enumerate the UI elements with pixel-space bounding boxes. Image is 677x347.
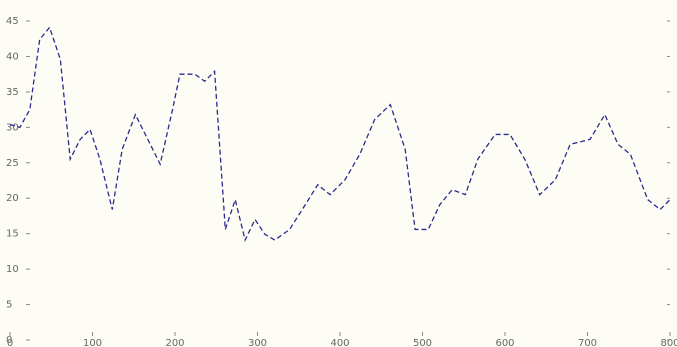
y-tick-label: 25 (6, 158, 19, 169)
y-tick-label: 15 (6, 229, 19, 240)
y-tick-label: 35 (6, 87, 19, 98)
x-tick-label: 100 (83, 338, 102, 347)
x-tick-label: 400 (330, 338, 349, 347)
x-tick-label: 700 (578, 338, 597, 347)
x-tick-label: 600 (495, 338, 514, 347)
y-tick-label: 45 (6, 16, 19, 27)
y-tick-label: 5 (6, 300, 12, 311)
y-tick-label: 40 (6, 51, 19, 62)
x-tick-label: 800 (660, 338, 677, 347)
x-tick-label: 0 (7, 338, 13, 347)
y-tick-label: 20 (6, 193, 19, 204)
y-tick-label: 0 (6, 335, 12, 346)
x-tick-label: 300 (248, 338, 267, 347)
data-line (9, 26, 671, 242)
y-tick-label: 10 (6, 264, 19, 275)
x-tick-label: 200 (165, 338, 184, 347)
x-tick-label: 500 (413, 338, 432, 347)
y-tick-label: 30 (6, 122, 19, 133)
